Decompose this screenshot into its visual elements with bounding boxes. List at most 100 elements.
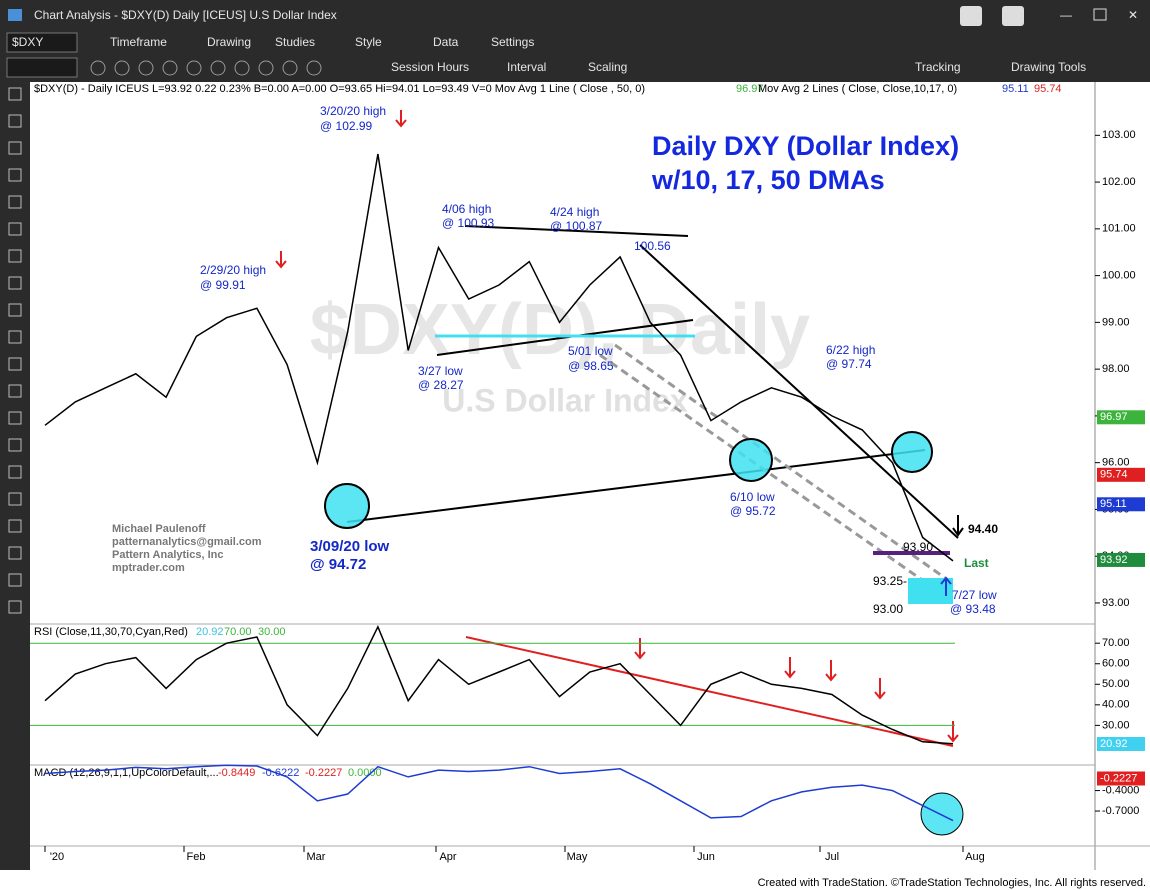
last-value-box bbox=[1097, 737, 1145, 752]
last-value-label: 20.92 bbox=[1100, 738, 1128, 750]
trendline bbox=[346, 449, 926, 523]
footer-bar bbox=[0, 870, 1150, 890]
tool-icon[interactable] bbox=[234, 60, 250, 76]
tool-icon[interactable] bbox=[306, 60, 322, 76]
macd-title: MACD (12,26,9,1,1,UpColorDefault,... bbox=[34, 767, 219, 779]
credit: patternanalytics@gmail.com bbox=[112, 536, 262, 548]
rsi-title: RSI (Close,11,30,70,Cyan,Red) bbox=[34, 626, 188, 638]
menu-item[interactable]: Drawing Tools bbox=[1011, 60, 1086, 74]
link-button[interactable] bbox=[960, 6, 982, 26]
tool-icon[interactable] bbox=[8, 330, 22, 344]
tool-icon[interactable] bbox=[8, 87, 22, 101]
credit: Pattern Analytics, Inc bbox=[112, 549, 223, 561]
price-line bbox=[44, 153, 954, 562]
y-tick-label: 50.00 bbox=[1102, 678, 1130, 690]
annotation: @ 98.65 bbox=[568, 359, 614, 373]
y-tick-label: 102.00 bbox=[1102, 176, 1136, 188]
chart-subtitle: w/10, 17, 50 DMAs bbox=[651, 165, 885, 195]
highlight-circle bbox=[920, 792, 964, 836]
y-tick-label: 96.00 bbox=[1102, 457, 1130, 469]
menu-item[interactable]: Studies bbox=[275, 35, 315, 49]
menu-item[interactable]: Tracking bbox=[915, 60, 961, 74]
tool-icon[interactable] bbox=[282, 60, 298, 76]
window-title: Chart Analysis - $DXY(D) Daily [ICEUS] U… bbox=[34, 8, 337, 22]
symbol: $DXY bbox=[12, 35, 43, 49]
tool-icon[interactable] bbox=[186, 60, 202, 76]
menu-item[interactable]: Scaling bbox=[588, 60, 627, 74]
tool-icon[interactable] bbox=[8, 114, 22, 128]
annotation: 3/09/20 low bbox=[310, 538, 390, 555]
menu-item[interactable]: Style bbox=[355, 35, 382, 49]
tool-icon[interactable] bbox=[8, 222, 22, 236]
highlight-circle bbox=[729, 438, 773, 482]
menu-item[interactable]: Session Hours bbox=[391, 60, 469, 74]
last-value-label: -0.2227 bbox=[1100, 772, 1137, 784]
annotation: Last bbox=[964, 556, 989, 570]
annotation: 6/10 low bbox=[730, 490, 775, 504]
annotation: @ 97.74 bbox=[826, 357, 872, 371]
rsi-arrows bbox=[634, 638, 959, 743]
tool-icon[interactable] bbox=[8, 168, 22, 182]
symbol-box[interactable] bbox=[6, 32, 78, 53]
tool-icon[interactable] bbox=[8, 546, 22, 560]
tool-icon[interactable] bbox=[8, 195, 22, 209]
tool-icon[interactable] bbox=[8, 573, 22, 587]
x-tick-label: Jun bbox=[697, 851, 715, 863]
tool-icon[interactable] bbox=[8, 357, 22, 371]
tool-icon[interactable] bbox=[8, 249, 22, 263]
tool-icon[interactable] bbox=[258, 60, 274, 76]
tool-icon[interactable] bbox=[8, 411, 22, 425]
menu-item[interactable]: Data bbox=[433, 35, 459, 49]
annotation: @ 93.48 bbox=[950, 602, 996, 616]
tool-icon[interactable] bbox=[8, 600, 22, 614]
annotation: 7/27 low bbox=[952, 588, 997, 602]
arrow bbox=[940, 576, 952, 596]
last-value-label: 96.97 bbox=[1100, 411, 1128, 423]
footer: Created with TradeStation. ©TradeStation… bbox=[758, 877, 1146, 889]
annotation: 5/01 low bbox=[568, 344, 613, 358]
highlight-circle bbox=[891, 431, 933, 473]
tool-icon[interactable] bbox=[8, 465, 22, 479]
annotation: @ 100.93 bbox=[442, 216, 495, 230]
close[interactable]: ✕ bbox=[1128, 8, 1138, 22]
y-tick-label: 93.00 bbox=[1102, 597, 1130, 609]
x-tick-label: Aug bbox=[965, 851, 985, 863]
rsi-lo: 30.00 bbox=[258, 626, 286, 638]
y-tick-label: 100.00 bbox=[1102, 270, 1136, 282]
tool-icon[interactable] bbox=[210, 60, 226, 76]
tool-icon[interactable] bbox=[138, 60, 154, 76]
tool-icon[interactable] bbox=[8, 438, 22, 452]
minimize[interactable]: — bbox=[1060, 8, 1072, 22]
chart-area bbox=[30, 82, 1095, 870]
channel-line bbox=[599, 353, 949, 600]
tool-icon[interactable] bbox=[8, 519, 22, 533]
tool-icon[interactable] bbox=[8, 384, 22, 398]
annotation: 100.56 bbox=[634, 239, 671, 253]
trendline bbox=[464, 225, 689, 237]
tool-icon[interactable] bbox=[162, 60, 178, 76]
tool-icon[interactable] bbox=[8, 276, 22, 290]
last-value-box bbox=[1097, 410, 1145, 425]
maximize[interactable] bbox=[1093, 8, 1107, 21]
interval-box[interactable] bbox=[6, 57, 78, 78]
tool-icon[interactable] bbox=[114, 60, 130, 76]
annotation: @ 100.87 bbox=[550, 219, 603, 233]
ma10-value: 95.11 bbox=[1002, 83, 1029, 95]
menu-item[interactable]: Timeframe bbox=[110, 35, 167, 49]
annotation: 3/20/20 high bbox=[320, 104, 386, 118]
tool-icon[interactable] bbox=[8, 303, 22, 317]
menu-item[interactable]: Drawing bbox=[207, 35, 251, 49]
ma2-text: Mov Avg 2 Lines ( Close, Close,10,17, 0) bbox=[758, 83, 957, 95]
link-button[interactable] bbox=[1002, 6, 1024, 26]
menu-item[interactable]: Interval bbox=[507, 60, 546, 74]
annotation: 93.90 bbox=[903, 540, 933, 554]
credit: mptrader.com bbox=[112, 562, 185, 574]
menu-item[interactable]: Settings bbox=[491, 35, 534, 49]
tool-icon[interactable] bbox=[8, 492, 22, 506]
tool-icon[interactable] bbox=[8, 141, 22, 155]
macd-value: -0.8449 bbox=[218, 767, 255, 779]
tool-icon[interactable] bbox=[90, 60, 106, 76]
annotation: @ 102.99 bbox=[320, 119, 373, 133]
y-tick-label: 30.00 bbox=[1102, 719, 1130, 731]
